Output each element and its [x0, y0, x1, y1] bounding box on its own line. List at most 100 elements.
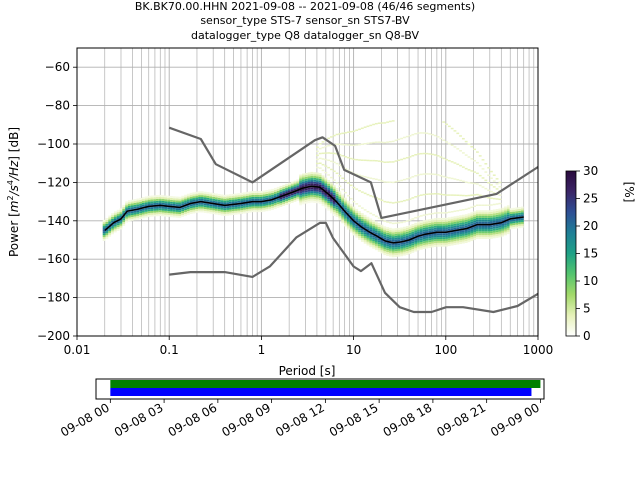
histogram-cell	[405, 241, 409, 244]
histogram-cell	[498, 220, 502, 223]
histogram-cell	[285, 187, 288, 190]
timeline-tick-label: 09-08 21	[434, 400, 488, 439]
histogram-cell	[335, 214, 339, 217]
histogram-cell	[388, 140, 392, 143]
histogram-cell	[330, 197, 333, 200]
histogram-cell	[476, 161, 479, 164]
histogram-cell	[428, 213, 432, 215]
histogram-cell	[428, 244, 432, 246]
histogram-cell	[470, 214, 474, 217]
histogram-cell	[271, 194, 274, 197]
histogram-cell	[175, 200, 179, 203]
histogram-cell	[439, 217, 443, 220]
histogram-cell	[318, 152, 322, 155]
histogram-cell	[307, 180, 311, 182]
histogram-cell	[181, 207, 185, 210]
histogram-cell	[198, 206, 201, 209]
histogram-cell	[265, 201, 269, 204]
histogram-cell	[417, 246, 420, 249]
histogram-cell	[186, 201, 190, 204]
histogram-cell	[439, 227, 443, 230]
histogram-cell	[447, 221, 451, 224]
histogram-cell	[374, 225, 378, 228]
histogram-cell	[380, 236, 384, 239]
histogram-cell	[245, 193, 249, 196]
histogram-cell	[229, 207, 232, 210]
histogram-cell	[473, 211, 477, 214]
histogram-cell	[301, 179, 305, 182]
histogram-cell	[484, 171, 488, 173]
histogram-cell	[436, 244, 440, 247]
histogram-cell	[492, 226, 496, 229]
histogram-cell	[170, 207, 173, 210]
histogram-cell	[181, 211, 185, 214]
histogram-cell	[422, 220, 426, 223]
histogram-cell	[383, 226, 387, 229]
histogram-cell	[240, 210, 244, 213]
histogram-cell	[501, 219, 505, 222]
histogram-cell	[506, 230, 510, 233]
histogram-cell	[313, 200, 317, 203]
histogram-cell	[119, 216, 123, 218]
histogram-cell	[102, 231, 106, 234]
histogram-cell	[461, 137, 465, 140]
histogram-cell	[400, 242, 404, 245]
histogram-cell	[349, 197, 353, 200]
histogram-cell	[229, 211, 232, 214]
histogram-cell	[383, 161, 387, 164]
histogram-cell	[265, 207, 269, 210]
histogram-cell	[461, 152, 465, 154]
histogram-cell	[307, 174, 311, 177]
histogram-cell	[450, 228, 454, 231]
histogram-cell	[195, 209, 199, 211]
histogram-cell	[492, 228, 496, 231]
histogram-cell	[417, 225, 420, 228]
histogram-cell	[192, 207, 196, 210]
histogram-cell	[414, 243, 418, 246]
histogram-cell	[324, 158, 328, 161]
histogram-cell	[332, 194, 336, 197]
histogram-cell	[299, 174, 302, 177]
histogram-cell	[369, 195, 373, 197]
histogram-cell	[501, 225, 505, 227]
histogram-cell	[287, 186, 291, 189]
histogram-cell	[445, 194, 448, 196]
histogram-cell	[492, 213, 496, 216]
histogram-cell	[473, 226, 477, 229]
histogram-cell	[164, 210, 168, 213]
histogram-cell	[259, 196, 263, 199]
histogram-cell	[363, 237, 367, 240]
histogram-cell	[318, 200, 322, 202]
histogram-cell	[374, 236, 378, 239]
histogram-cell	[304, 190, 308, 193]
histogram-cell	[467, 213, 471, 216]
histogram-cell	[192, 194, 196, 197]
histogram-cell	[223, 198, 227, 201]
histogram-cell	[200, 197, 204, 199]
histogram-cell	[397, 250, 401, 253]
colorbar-tick-label: 0	[583, 329, 591, 343]
histogram-cell	[111, 224, 114, 227]
histogram-cell	[119, 219, 123, 222]
histogram-cell	[184, 206, 187, 209]
histogram-cell	[113, 211, 117, 214]
histogram-cell	[102, 229, 106, 232]
histogram-cell	[200, 208, 204, 211]
histogram-cell	[476, 219, 479, 222]
histogram-cell	[352, 210, 356, 213]
histogram-cell	[307, 181, 311, 184]
histogram-cell	[400, 238, 404, 241]
histogram-cell	[170, 215, 173, 218]
histogram-cell	[436, 212, 440, 214]
y-tick-label: −180	[37, 291, 70, 305]
histogram-cell	[388, 248, 392, 251]
histogram-cell	[461, 214, 465, 217]
histogram-cell	[324, 196, 328, 199]
histogram-cell	[358, 222, 361, 225]
histogram-cell	[170, 203, 173, 206]
histogram-cell	[338, 218, 342, 221]
histogram-cell	[330, 207, 333, 210]
histogram-cell	[276, 204, 280, 207]
histogram-cell	[245, 199, 249, 202]
histogram-cell	[453, 237, 457, 240]
